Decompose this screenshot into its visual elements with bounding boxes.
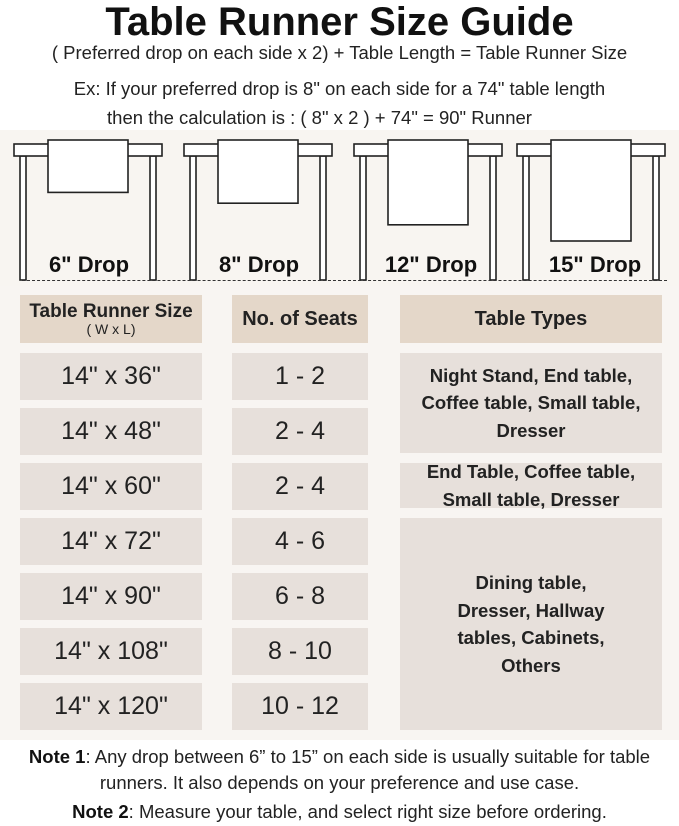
header-size-sub: ( W x L) (86, 321, 136, 337)
table-illustration (516, 139, 666, 281)
example-line-2: then the calculation is : ( 8" x 2 ) + 7… (107, 107, 532, 128)
size-cell: 14" x 48" (20, 408, 202, 455)
size-cell: 14" x 108" (20, 628, 202, 675)
types-cell: Night Stand, End table, Coffee table, Sm… (400, 353, 662, 453)
seats-cell: 2 - 4 (232, 408, 368, 455)
example-line-1: Ex: If your preferred drop is 8" on each… (73, 78, 606, 99)
seats-cell: 8 - 10 (232, 628, 368, 675)
note-1-text: : Any drop between 6” to 15” on each sid… (85, 746, 651, 793)
note-2-text: : Measure your table, and select right s… (128, 801, 607, 822)
table-illustration (13, 139, 163, 281)
table-illustration (353, 139, 503, 281)
note-2: Note 2: Measure your table, and select r… (0, 799, 679, 825)
note-2-label: Note 2 (72, 801, 129, 822)
tables-drawing (13, 139, 666, 281)
note-1-label: Note 1 (28, 746, 86, 767)
types-cell: Dining table, Dresser, Hallway tables, C… (400, 518, 662, 730)
formula-text: ( Preferred drop on each side x 2) + Tab… (51, 42, 628, 63)
size-cell: 14" x 36" (20, 353, 202, 400)
note-1: Note 1: Any drop between 6” to 15” on ea… (0, 744, 679, 796)
drop-label: 6" Drop (48, 252, 130, 277)
runner (550, 139, 632, 242)
seats-cell: 10 - 12 (232, 683, 368, 730)
drop-label: 8" Drop (218, 252, 300, 277)
drop-label: 12" Drop (384, 252, 478, 277)
seats-cell: 2 - 4 (232, 463, 368, 510)
header-seats: No. of Seats (232, 295, 368, 343)
size-cell: 14" x 72" (20, 518, 202, 565)
size-cell: 14" x 120" (20, 683, 202, 730)
header-types: Table Types (400, 295, 662, 343)
runner (217, 139, 299, 205)
size-cell: 14" x 60" (20, 463, 202, 510)
seats-cell: 4 - 6 (232, 518, 368, 565)
seats-cell: 6 - 8 (232, 573, 368, 620)
header-size-label: Table Runner Size (29, 301, 193, 322)
divider (22, 280, 667, 281)
drop-illustrations (0, 130, 679, 288)
header-size: Table Runner Size ( W x L) (20, 295, 202, 343)
runner (387, 139, 469, 226)
page-title: Table Runner Size Guide (105, 0, 574, 44)
types-cell: End Table, Coffee table, Small table, Dr… (400, 461, 662, 510)
table-illustration (183, 139, 333, 281)
seats-cell: 1 - 2 (232, 353, 368, 400)
runner (47, 139, 129, 194)
size-cell: 14" x 90" (20, 573, 202, 620)
drop-label: 15" Drop (548, 252, 642, 277)
